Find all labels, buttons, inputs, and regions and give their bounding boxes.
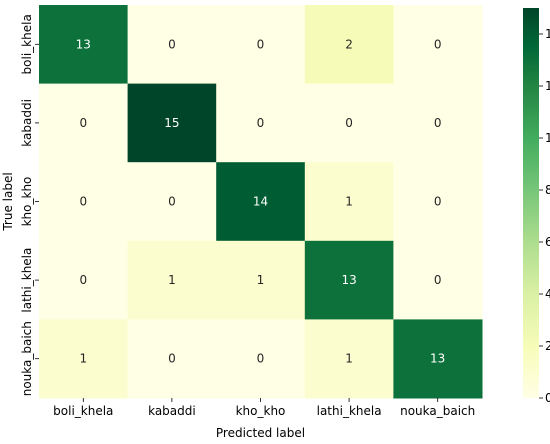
y-tick-label-0: boli_khela bbox=[20, 14, 34, 74]
heatmap-cell-4-1 bbox=[127, 319, 217, 399]
x-axis-ticks: boli_khela kabaddi kho_kho lathi_khela nouka… bbox=[53, 398, 475, 418]
x-tick-label-2: kho_kho bbox=[236, 404, 286, 418]
x-tick-label-0: boli_khela bbox=[53, 404, 113, 418]
heatmap-grid: 13 0 0 2 0 0 15 0 0 0 0 0 14 1 0 0 1 1 13 0 1 0 0 1 13 bbox=[39, 5, 483, 399]
heatmap-cell-0-3 bbox=[304, 5, 394, 85]
cell-value-0-0: 13 bbox=[76, 37, 91, 51]
cell-value-3-2: 1 bbox=[257, 273, 265, 287]
cell-value-4-2: 0 bbox=[257, 352, 265, 366]
cell-value-1-1: 15 bbox=[164, 116, 179, 130]
cell-value-2-2: 14 bbox=[253, 195, 268, 209]
x-tick-label-3: lathi_khela bbox=[317, 404, 382, 418]
heatmap-cell-0-0 bbox=[39, 5, 129, 85]
heatmap-cell-1-1 bbox=[127, 83, 217, 163]
heatmap-cell-1-2 bbox=[216, 83, 306, 163]
cell-value-1-4: 0 bbox=[434, 116, 442, 130]
colorbar-ticks: 0 2 4 6 8 10 12 14 bbox=[539, 27, 550, 405]
cell-value-4-0: 1 bbox=[79, 352, 87, 366]
cell-value-3-4: 0 bbox=[434, 273, 442, 287]
cell-value-4-3: 1 bbox=[345, 352, 353, 366]
heatmap-cell-4-2 bbox=[216, 319, 306, 399]
heatmap-cell-1-4 bbox=[393, 83, 483, 163]
cell-value-2-1: 0 bbox=[168, 195, 176, 209]
colorbar-tick-label-5: 10 bbox=[545, 131, 550, 145]
heatmap-cell-3-2 bbox=[216, 240, 306, 320]
colorbar-tick-label-0: 0 bbox=[545, 391, 550, 405]
cell-value-1-3: 0 bbox=[345, 116, 353, 130]
colorbar-tick-label-4: 8 bbox=[545, 183, 550, 197]
heatmap-cell-2-2 bbox=[216, 162, 306, 242]
cell-value-0-3: 2 bbox=[345, 37, 353, 51]
x-tick-label-4: nouka_baich bbox=[400, 404, 475, 418]
x-axis-label: Predicted label bbox=[216, 426, 305, 440]
cell-value-4-1: 0 bbox=[168, 352, 176, 366]
colorbar-tick-label-3: 6 bbox=[545, 235, 550, 249]
heatmap-cell-2-3 bbox=[304, 162, 394, 242]
heatmap-cell-2-0 bbox=[39, 162, 129, 242]
y-tick-label-4: nouka_baich bbox=[20, 321, 34, 396]
y-tick-label-2: kho_kho bbox=[20, 177, 34, 227]
heatmap-cell-3-0 bbox=[39, 240, 129, 320]
cell-value-4-4: 13 bbox=[430, 352, 445, 366]
heatmap-cell-1-0 bbox=[39, 83, 129, 163]
heatmap-cell-4-0 bbox=[39, 319, 129, 399]
heatmap-cell-0-4 bbox=[393, 5, 483, 85]
heatmap-cell-3-3 bbox=[304, 240, 394, 320]
colorbar-tick-label-1: 2 bbox=[545, 339, 550, 353]
x-tick-label-1: kabaddi bbox=[148, 404, 196, 418]
y-tick-label-1: kabaddi bbox=[20, 99, 34, 147]
cell-value-1-2: 0 bbox=[257, 116, 265, 130]
cell-value-3-1: 1 bbox=[168, 273, 176, 287]
heatmap-cell-2-1 bbox=[127, 162, 217, 242]
y-tick-label-3: lathi_khela bbox=[20, 248, 34, 313]
cell-value-2-0: 0 bbox=[79, 195, 87, 209]
cell-value-3-3: 13 bbox=[341, 273, 356, 287]
cell-value-1-0: 0 bbox=[79, 116, 87, 130]
colorbar-tick-label-2: 4 bbox=[545, 287, 550, 301]
cell-value-2-3: 1 bbox=[345, 195, 353, 209]
colorbar-tick-label-7: 14 bbox=[545, 27, 550, 41]
colorbar-tick-label-6: 12 bbox=[545, 79, 550, 93]
heatmap-cell-4-4 bbox=[393, 319, 483, 399]
heatmap-cell-1-3 bbox=[304, 83, 394, 163]
y-axis-label: True label bbox=[1, 172, 15, 231]
heatmap-cell-3-1 bbox=[127, 240, 217, 320]
heatmap-cell-4-3 bbox=[304, 319, 394, 399]
cell-value-0-1: 0 bbox=[168, 37, 176, 51]
cell-value-0-2: 0 bbox=[257, 37, 265, 51]
heatmap-cell-3-4 bbox=[393, 240, 483, 320]
heatmap-cell-2-4 bbox=[393, 162, 483, 242]
cell-value-3-0: 0 bbox=[79, 273, 87, 287]
heatmap-cell-0-2 bbox=[216, 5, 306, 85]
cell-value-2-4: 0 bbox=[434, 195, 442, 209]
colorbar bbox=[523, 8, 539, 398]
heatmap-cell-0-1 bbox=[127, 5, 217, 85]
cell-value-0-4: 0 bbox=[434, 37, 442, 51]
